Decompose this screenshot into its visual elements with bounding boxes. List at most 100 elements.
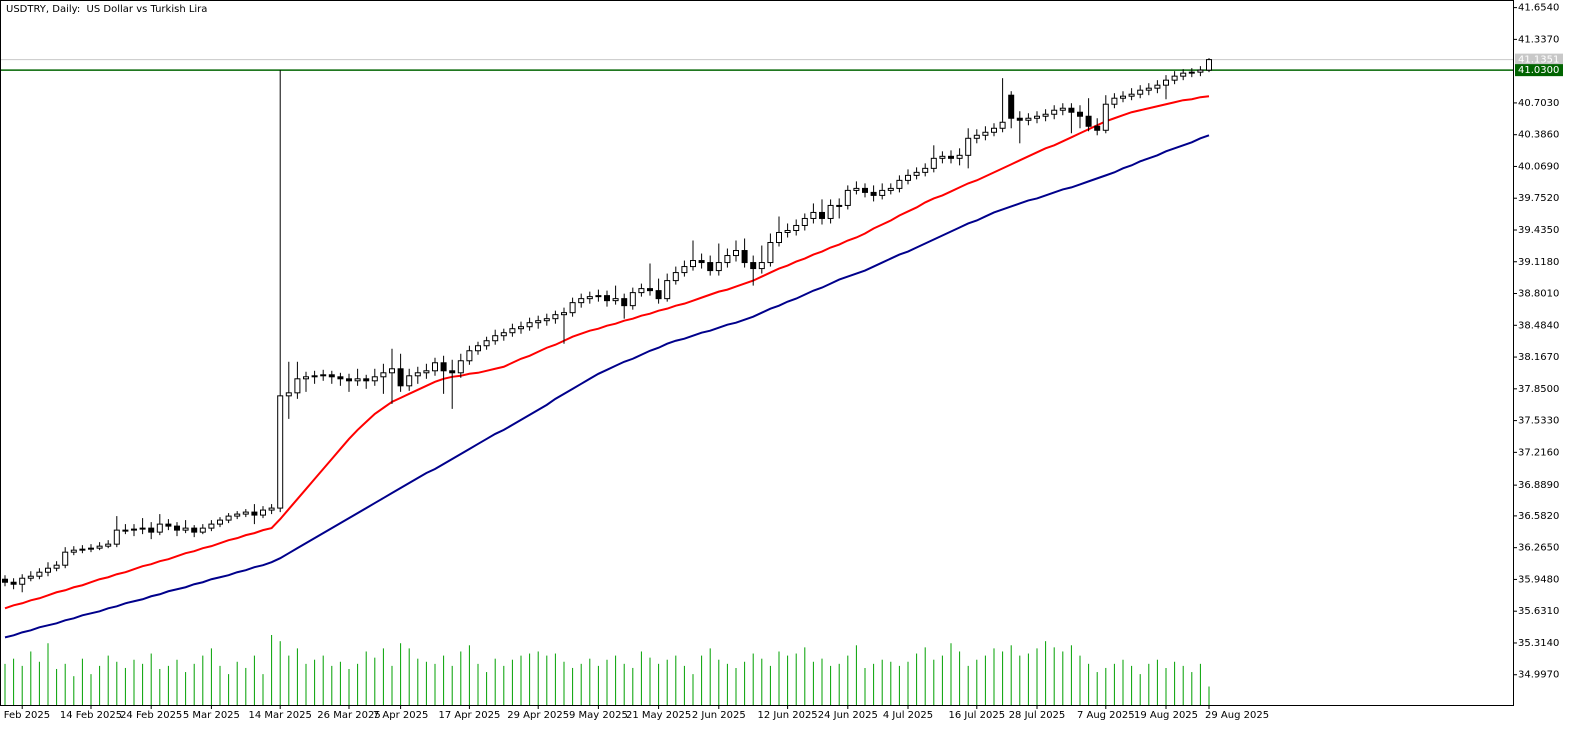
candle-body (156, 523, 163, 533)
candle-body (475, 345, 481, 352)
candle-body (621, 298, 628, 307)
x-tick-label: 4 Jul 2025 (883, 710, 933, 721)
candle-body (1145, 87, 1152, 91)
y-tick-label: 38.4840 (1518, 320, 1559, 331)
x-tick-label: 2 Feb 2025 (0, 710, 50, 721)
y-tick-label: 37.2160 (1518, 447, 1559, 458)
candle-body (371, 376, 378, 382)
candle-body (389, 368, 395, 374)
candle-body (27, 575, 34, 579)
candle-body (690, 260, 696, 268)
candle-body (131, 528, 137, 531)
candle-body (922, 167, 929, 173)
candle-body (724, 255, 731, 264)
y-tick-label: 37.5330 (1518, 416, 1559, 427)
candle-body (1077, 111, 1083, 117)
candle-body (758, 262, 765, 270)
y-tick-label: 41.6540 (1518, 3, 1559, 14)
candle-body (148, 527, 155, 533)
x-tick-label: 2 Jun 2025 (692, 710, 746, 721)
y-tick-label: 39.4350 (1518, 225, 1559, 236)
candle-body (199, 527, 206, 533)
candle-body (449, 370, 456, 374)
x-tick-label: 24 Feb 2025 (120, 710, 182, 721)
candle-body (733, 250, 739, 257)
candle-body (776, 231, 782, 244)
candle-body (165, 523, 172, 527)
candle-body (2, 578, 8, 583)
x-tick-label: 28 Jul 2025 (1009, 710, 1066, 721)
candle-body (1197, 69, 1204, 73)
candle-body (19, 577, 26, 585)
candle-body (466, 350, 473, 362)
candle-body (174, 525, 180, 531)
candle-body (939, 155, 946, 159)
x-tick-label: 7 Aug 2025 (1077, 710, 1135, 721)
candle-body (217, 519, 223, 525)
x-tick-label: 29 Apr 2025 (507, 710, 569, 721)
candle-body (664, 280, 671, 300)
candle-body (423, 370, 430, 374)
candle-body (655, 290, 662, 300)
candle-body (930, 157, 937, 169)
y-tick-label: 37.8500 (1518, 384, 1559, 395)
level-label: 41.0300 (1518, 65, 1559, 76)
candle-body (896, 179, 903, 189)
candle-body (844, 189, 851, 206)
x-tick-label: 19 Aug 2025 (1134, 710, 1198, 721)
chart-title: USDTRY, Daily: US Dollar vs Turkish Lira (6, 4, 207, 15)
level-label-box (1515, 53, 1563, 66)
x-tick-label: 12 Jun 2025 (758, 710, 818, 721)
candle-body (1188, 71, 1195, 74)
candle-body (569, 302, 576, 314)
candle-body (105, 543, 112, 547)
candle-body (707, 262, 714, 272)
moving-average-line (4, 95, 1210, 610)
candle-body (638, 288, 645, 294)
candle-body (595, 295, 602, 298)
candle-body (1025, 117, 1032, 121)
candle-body (526, 322, 533, 328)
y-tick-label: 40.3860 (1518, 130, 1559, 141)
y-tick-label: 36.8890 (1518, 480, 1559, 491)
candle-body (862, 187, 868, 193)
candle-body (1102, 103, 1109, 131)
candle-body (647, 288, 653, 292)
candle-body (1085, 115, 1092, 127)
x-tick-label: 5 Mar 2025 (183, 710, 240, 721)
candle-body (208, 523, 215, 529)
candle-body (1059, 107, 1066, 111)
candle-body (380, 372, 387, 378)
candle-body (36, 571, 43, 577)
candle-body (629, 292, 636, 307)
candle-body (1016, 117, 1023, 121)
candle-body (1042, 113, 1049, 117)
y-tick-label: 36.5820 (1518, 511, 1559, 522)
candle-body (406, 375, 413, 387)
candle-body (251, 511, 258, 516)
candle-body (440, 362, 447, 372)
candle-body (905, 174, 911, 181)
candle-body (139, 527, 146, 530)
candle-body (294, 378, 301, 394)
x-tick-label: 26 Mar 2025 (317, 710, 380, 721)
level-label-box (1515, 64, 1563, 77)
candle-body (1206, 59, 1212, 71)
y-tick-label: 41.3370 (1518, 34, 1559, 45)
y-tick-label: 35.3140 (1518, 638, 1559, 649)
y-tick-label: 38.8010 (1518, 289, 1559, 300)
candle-body (346, 378, 352, 382)
candle-body (913, 171, 920, 176)
candle-body (991, 127, 997, 133)
candle-body (543, 318, 550, 322)
candle-body (982, 131, 989, 136)
candle-body (956, 154, 963, 159)
candle-body (1051, 109, 1058, 115)
candle-body (1034, 115, 1040, 119)
candle-body (672, 272, 679, 282)
y-tick-label: 36.2650 (1518, 543, 1559, 554)
level-label: 41.1351 (1518, 55, 1559, 66)
candle-body (681, 266, 688, 274)
candle-body (1094, 125, 1101, 131)
